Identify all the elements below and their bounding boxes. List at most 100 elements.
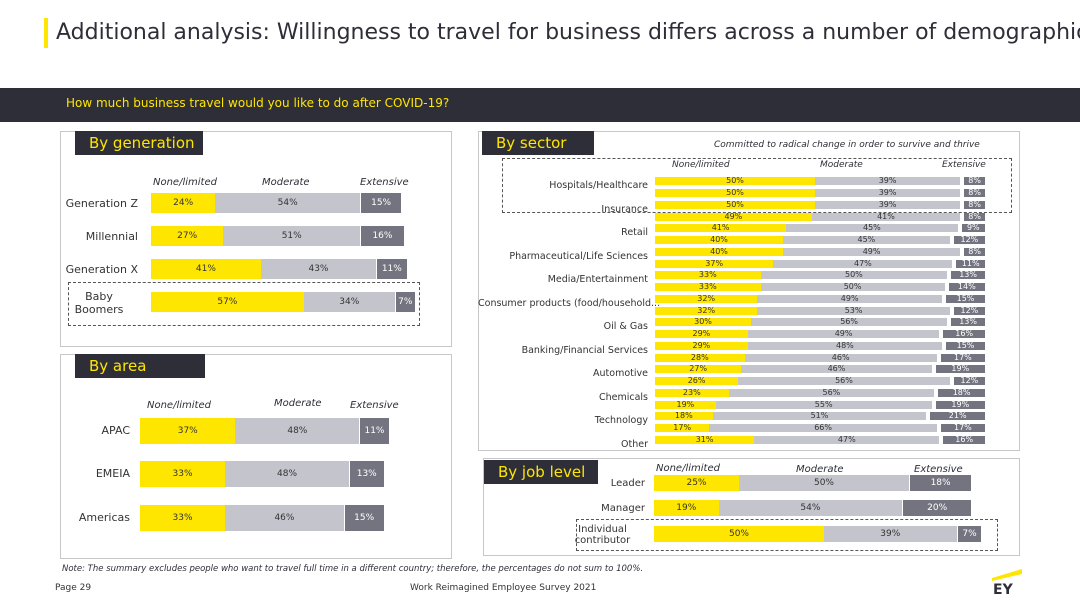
- sector-b-extensive-bar: 8%: [964, 189, 985, 197]
- sector-row-label: Other: [621, 438, 648, 450]
- sector-row-label: Technology: [594, 415, 648, 426]
- joblevel-row-label: Manager: [601, 503, 645, 514]
- sector-row-label: Banking/Financial Services: [521, 344, 648, 356]
- sector-a-extensive-bar: 8%: [964, 177, 985, 185]
- sector-a-none-bar: 29%: [655, 341, 748, 350]
- generation-moderate-bar: 43%: [260, 259, 377, 279]
- sector-b-none-bar: 50%: [655, 189, 815, 197]
- sector-a-none-bar: 50%: [655, 200, 815, 209]
- generation-none-bar: 57%: [151, 292, 304, 312]
- area-moderate-bar: 46%: [225, 505, 344, 531]
- sector-a-none-bar: 33%: [655, 271, 761, 279]
- sector-a-moderate-bar: 48%: [747, 341, 942, 350]
- sector-b-extensive-bar: 19%: [935, 400, 985, 409]
- sector-legend-moderate: Moderate: [820, 160, 863, 170]
- sector-b-moderate-bar: 46%: [744, 353, 937, 362]
- sector-a-moderate-bar: 39%: [815, 177, 961, 185]
- sector-a-moderate-bar: 45%: [786, 224, 958, 232]
- sector-a-moderate-bar: 46%: [741, 365, 932, 373]
- sector-a-extensive-bar: 9%: [961, 224, 985, 232]
- area-none-bar: 37%: [140, 418, 236, 444]
- area-header: By area: [75, 354, 205, 378]
- sector-a-moderate-bar: 49%: [783, 247, 961, 256]
- generation-row-label: Generation X: [65, 263, 138, 276]
- area-extensive-bar: 13%: [349, 461, 384, 487]
- sector-a-moderate-bar: 47%: [754, 435, 940, 444]
- joblevel-legend-moderate: Moderate: [796, 464, 844, 475]
- sector-a-none-bar: 30%: [655, 318, 751, 326]
- sector-b-none-bar: 28%: [655, 353, 745, 362]
- sector-subtitle: Committed to radical change in order to …: [714, 140, 980, 150]
- joblevel-row-label: Leader: [610, 478, 645, 489]
- sector-b-extensive-bar: 17%: [940, 424, 985, 432]
- joblevel-moderate-bar: 50%: [739, 475, 909, 491]
- generation-extensive-bar: 11%: [377, 259, 407, 279]
- sector-b-moderate-bar: 53%: [757, 306, 950, 315]
- sector-b-moderate-bar: 50%: [760, 283, 945, 291]
- sector-b-moderate-bar: 47%: [773, 259, 953, 268]
- sector-a-extensive-bar: 19%: [935, 365, 985, 373]
- area-none-bar: 33%: [140, 461, 226, 487]
- joblevel-extensive-bar: 20%: [903, 500, 972, 516]
- sector-a-extensive-bar: 21%: [930, 412, 985, 420]
- generation-extensive-bar: 16%: [361, 226, 404, 246]
- sector-b-extensive-bar: 16%: [943, 330, 985, 338]
- sector-a-moderate-bar: 51%: [712, 412, 927, 420]
- sector-b-extensive-bar: 11%: [956, 259, 985, 268]
- sector-a-extensive-bar: 15%: [946, 294, 985, 303]
- area-row-label: APAC: [101, 424, 130, 437]
- sector-legend-none: None/limited: [672, 160, 730, 170]
- sector-row-label: Hospitals/Healthcare: [549, 180, 648, 191]
- generation-extensive-bar: 7%: [395, 292, 415, 312]
- joblevel-extensive-bar: 7%: [957, 526, 982, 542]
- generation-moderate-bar: 54%: [215, 193, 361, 213]
- sector-b-none-bar: 40%: [655, 236, 783, 244]
- sector-a-moderate-bar: 39%: [815, 200, 961, 209]
- generation-none-bar: 27%: [151, 226, 224, 246]
- sector-b-moderate-bar: 66%: [709, 424, 937, 432]
- sector-a-none-bar: 23%: [655, 388, 729, 397]
- sector-a-moderate-bar: 56%: [728, 388, 935, 397]
- area-legend-none: None/limited: [147, 400, 211, 411]
- generation-panel: [60, 131, 452, 347]
- sector-b-moderate-bar: 41%: [811, 212, 961, 221]
- sector-row-label: Pharmaceutical/Life Sciences: [509, 250, 648, 262]
- sector-a-moderate-bar: 49%: [757, 294, 942, 303]
- survey-name: Work Reimagined Employee Survey 2021: [410, 583, 597, 593]
- sector-a-none-bar: 27%: [655, 365, 742, 373]
- page-number: Page 29: [55, 583, 92, 593]
- sector-b-moderate-bar: 49%: [747, 330, 940, 338]
- joblevel-legend-extensive: Extensive: [914, 464, 963, 475]
- area-extensive-bar: 15%: [344, 505, 384, 531]
- generation-legend-moderate: Moderate: [262, 177, 310, 188]
- sector-a-none-bar: 32%: [655, 294, 758, 303]
- sector-a-none-bar: 40%: [655, 247, 783, 256]
- sector-b-extensive-bar: 12%: [953, 306, 985, 315]
- sector-header: By sector: [482, 131, 594, 155]
- sector-legend-extensive: Extensive: [942, 160, 986, 170]
- sector-a-none-bar: 50%: [655, 177, 815, 185]
- sector-a-extensive-bar: 18%: [938, 388, 985, 397]
- sector-a-moderate-bar: 56%: [751, 318, 948, 326]
- individual-contributor-highlight: [576, 519, 998, 551]
- sector-a-moderate-bar: 50%: [760, 271, 948, 279]
- area-panel: [60, 354, 452, 559]
- area-none-bar: 33%: [140, 505, 226, 531]
- sector-b-none-bar: 33%: [655, 283, 761, 291]
- generation-extensive-bar: 15%: [361, 193, 402, 213]
- sector-row-label: Consumer products (food/household...: [478, 297, 661, 309]
- area-moderate-bar: 48%: [225, 461, 349, 487]
- sector-b-none-bar: 26%: [655, 377, 739, 385]
- sector-b-moderate-bar: 56%: [738, 377, 950, 385]
- sector-a-none-bar: 41%: [655, 224, 787, 232]
- sector-panel: [478, 131, 1020, 451]
- sector-a-extensive-bar: 8%: [964, 200, 985, 209]
- generation-header: By generation: [75, 131, 203, 155]
- sector-b-none-bar: 17%: [655, 424, 710, 432]
- sector-row-label: Chemicals: [598, 391, 648, 403]
- generation-legend-extensive: Extensive: [360, 177, 409, 188]
- joblevel-none-bar: 50%: [654, 526, 824, 542]
- generation-row-label: Millennial: [85, 230, 138, 243]
- sector-a-extensive-bar: 16%: [943, 435, 985, 444]
- sector-b-none-bar: 19%: [655, 400, 716, 409]
